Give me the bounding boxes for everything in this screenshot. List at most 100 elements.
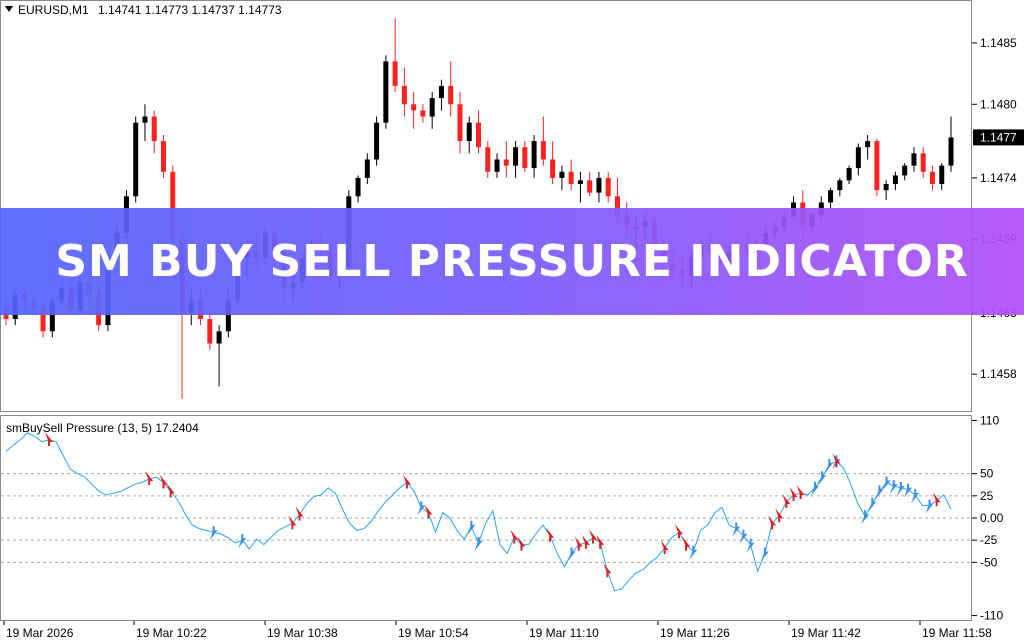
candle bbox=[438, 79, 444, 111]
banner-title: SM BUY SELL PRESSURE INDICATOR bbox=[55, 236, 969, 287]
price-tick-label: 1.1485 bbox=[980, 36, 1017, 50]
candle-body bbox=[392, 61, 398, 86]
candle bbox=[568, 159, 574, 191]
candle bbox=[429, 92, 435, 129]
buy-arrow-icon bbox=[474, 536, 483, 551]
sell-arrow-icon bbox=[682, 536, 691, 551]
candle-body bbox=[846, 168, 852, 181]
candle-body bbox=[485, 147, 491, 172]
candle-body bbox=[874, 141, 880, 191]
indicator-tick-label: -25 bbox=[980, 533, 998, 547]
candle bbox=[392, 18, 398, 93]
candle bbox=[151, 110, 157, 154]
candle bbox=[559, 165, 565, 191]
sell-arrow-icon bbox=[295, 506, 304, 521]
candle bbox=[142, 104, 148, 142]
candle-body bbox=[207, 318, 213, 344]
candle-body bbox=[939, 165, 945, 185]
candle-body bbox=[142, 116, 148, 123]
candle bbox=[902, 163, 908, 181]
candle bbox=[550, 141, 556, 185]
candle bbox=[892, 171, 898, 191]
buy-arrow-icon bbox=[760, 547, 769, 562]
buy-arrow-icon bbox=[746, 538, 755, 553]
candle-body bbox=[216, 331, 222, 344]
candle bbox=[503, 141, 509, 178]
sell-arrow-icon bbox=[581, 534, 590, 549]
candle bbox=[207, 312, 213, 350]
candle-body bbox=[364, 159, 370, 178]
candle-body bbox=[605, 177, 611, 197]
buy-arrow-icon bbox=[911, 488, 920, 503]
candle-body bbox=[828, 190, 834, 203]
candle bbox=[883, 180, 889, 200]
candle-body bbox=[911, 153, 917, 166]
price-tick-label: 1.1480 bbox=[980, 97, 1017, 111]
sell-arrow-icon bbox=[510, 529, 519, 544]
current-price-label: 1.1477 bbox=[980, 130, 1017, 144]
candle-body bbox=[466, 122, 472, 142]
buy-arrow-icon bbox=[861, 510, 870, 525]
buy-arrow-icon bbox=[810, 481, 819, 496]
collapse-triangle-icon[interactable] bbox=[5, 6, 13, 12]
candle-body bbox=[531, 141, 537, 169]
sell-arrow-icon bbox=[166, 483, 175, 498]
candle-body bbox=[865, 141, 871, 148]
time-tick-label: 19 Mar 11:10 bbox=[529, 626, 599, 640]
candle-body bbox=[513, 147, 519, 166]
candle bbox=[531, 134, 537, 178]
candle bbox=[540, 116, 546, 166]
candle-body bbox=[411, 104, 417, 111]
candle-body bbox=[948, 137, 954, 166]
buy-arrow-icon bbox=[925, 499, 934, 514]
buy-arrow-icon bbox=[818, 471, 827, 486]
candle-body bbox=[920, 153, 926, 172]
sell-arrow-icon bbox=[159, 474, 168, 489]
candle bbox=[161, 134, 166, 178]
candle-body bbox=[457, 104, 463, 142]
candle-body bbox=[494, 159, 500, 172]
candle bbox=[911, 147, 917, 172]
time-tick-label: 19 Mar 10:54 bbox=[398, 626, 469, 640]
buy-arrow-icon bbox=[732, 522, 741, 537]
buy-arrow-icon bbox=[825, 458, 834, 473]
sell-arrow-icon bbox=[782, 494, 791, 509]
indicator-tick-label: 110 bbox=[980, 413, 999, 427]
candle-body bbox=[355, 177, 361, 197]
current-price-tag bbox=[973, 129, 1024, 146]
candle-body bbox=[503, 159, 509, 166]
candle-body bbox=[151, 116, 157, 142]
sell-arrow-icon bbox=[768, 515, 777, 530]
symbol-header: EURUSD,M1 1.14741 1.14773 1.14737 1.1477… bbox=[18, 3, 282, 17]
candle-body bbox=[383, 61, 389, 123]
symbol-title: EURUSD,M1 bbox=[18, 3, 89, 17]
candle-body bbox=[170, 171, 176, 240]
ohlc-values: 1.14741 1.14773 1.14737 1.14773 bbox=[98, 3, 282, 17]
candle-body bbox=[837, 180, 843, 191]
sell-arrow-icon bbox=[546, 527, 555, 542]
candle bbox=[522, 141, 528, 172]
candle bbox=[846, 165, 852, 185]
candle-body bbox=[438, 85, 444, 99]
candle bbox=[485, 141, 491, 178]
candle bbox=[383, 55, 389, 129]
candle bbox=[466, 116, 472, 154]
indicator-tick-label: 50 bbox=[980, 467, 994, 481]
candle bbox=[355, 175, 361, 203]
candle bbox=[920, 147, 926, 178]
buy-arrow-icon bbox=[567, 547, 576, 562]
candle-body bbox=[420, 110, 426, 117]
indicator-tick-label: 0.00 bbox=[980, 511, 1004, 525]
candle-body bbox=[883, 184, 889, 191]
sell-arrow-icon bbox=[596, 534, 605, 549]
candle bbox=[411, 92, 417, 129]
candle bbox=[494, 153, 500, 178]
candle-body bbox=[550, 159, 556, 178]
sell-arrow-icon bbox=[660, 540, 669, 555]
sell-arrow-icon bbox=[832, 453, 841, 468]
sell-arrow-icon bbox=[796, 485, 805, 500]
candle-body bbox=[568, 171, 574, 185]
candle bbox=[457, 92, 463, 154]
candle bbox=[577, 171, 583, 203]
